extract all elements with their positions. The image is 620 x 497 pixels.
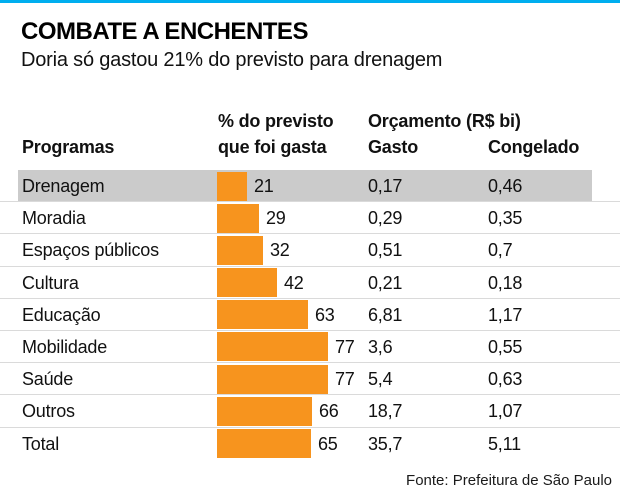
cell-gasto: 0,17 <box>368 176 403 196</box>
table-row: Cultura 42 0,21 0,18 <box>0 267 620 299</box>
table-row: Saúde 77 5,4 0,63 <box>0 363 620 396</box>
pct-value: 32 <box>270 240 290 261</box>
cell-congelado: 0,46 <box>488 176 523 196</box>
table-row: Educação 63 6,81 1,17 <box>0 299 620 331</box>
pct-value: 66 <box>319 401 339 422</box>
pct-value: 77 <box>335 336 355 357</box>
row-label: Espaços públicos <box>22 240 159 261</box>
table-row: Mobilidade 77 3,6 0,55 <box>0 331 620 364</box>
cell-congelado: 0,63 <box>488 369 523 390</box>
top-accent-rule <box>0 0 620 3</box>
col-header-pct-gasto: % do previsto que foi gasta <box>218 108 334 160</box>
table-row: Moradia 29 0,29 0,35 <box>0 202 620 235</box>
pct-bar <box>217 300 308 330</box>
cell-congelado: 0,35 <box>488 208 523 229</box>
pct-bar <box>217 364 328 394</box>
row-label: Drenagem <box>22 176 105 196</box>
pct-value: 63 <box>315 304 335 325</box>
col-header-pct-line1: % do previsto <box>218 111 334 131</box>
pct-bar <box>217 429 311 458</box>
pct-value: 77 <box>335 369 355 390</box>
pct-bar <box>217 235 263 265</box>
cell-gasto: 0,51 <box>368 240 403 261</box>
cell-gasto: 6,81 <box>368 304 403 325</box>
pct-bar <box>217 203 259 233</box>
cell-congelado: 0,7 <box>488 240 513 261</box>
col-header-gasto: Gasto <box>368 137 419 157</box>
pct-value: 29 <box>266 208 286 229</box>
cell-congelado: 5,11 <box>488 433 521 454</box>
cell-congelado: 0,55 <box>488 336 523 357</box>
col-header-congelado: Congelado <box>488 137 580 157</box>
row-label: Educação <box>22 304 101 325</box>
pct-bar <box>217 396 312 426</box>
source-note: Fonte: Prefeitura de São Paulo <box>406 472 612 489</box>
col-header-orcamento: Orçamento (R$ bi) <box>368 111 521 131</box>
pct-bar <box>217 268 277 298</box>
row-label: Cultura <box>22 272 79 293</box>
cell-gasto: 5,4 <box>368 369 393 390</box>
cell-congelado: 0,18 <box>488 272 523 293</box>
pct-value: 42 <box>284 272 304 293</box>
cell-gasto: 18,7 <box>368 401 403 422</box>
row-label: Moradia <box>22 208 86 229</box>
pct-value: 65 <box>318 433 338 454</box>
row-label: Total <box>22 433 60 454</box>
cell-gasto: 0,29 <box>368 208 403 229</box>
table-body: Drenagem 21 0,17 0,46 Moradia 29 0,29 0,35 Espaç… <box>0 170 620 460</box>
cell-congelado: 1,17 <box>488 304 523 325</box>
table-row: Drenagem 21 0,17 0,46 <box>0 170 620 203</box>
col-header-pct-line2: que foi gasta <box>218 137 327 157</box>
col-header-programas: Programas <box>22 137 115 157</box>
cell-gasto: 35,7 <box>368 433 403 454</box>
chart-subtitle: Doria só gastou 21% do previsto para dre… <box>21 49 443 71</box>
pct-value: 21 <box>254 176 274 196</box>
row-label: Saúde <box>22 369 74 390</box>
table-row: Outros 66 18,7 1,07 <box>0 395 620 428</box>
chart-title: COMBATE A ENCHENTES <box>21 18 308 45</box>
table-row: Total 65 35,7 5,11 <box>0 428 620 460</box>
row-label: Outros <box>22 401 75 422</box>
row-highlight-bg <box>18 170 592 202</box>
cell-congelado: 1,07 <box>488 401 523 422</box>
pct-bar <box>217 171 247 201</box>
pct-bar <box>217 332 328 362</box>
row-label: Mobilidade <box>22 336 108 357</box>
table-row: Espaços públicos 32 0,51 0,7 <box>0 234 620 267</box>
cell-gasto: 0,21 <box>368 272 403 293</box>
cell-gasto: 3,6 <box>368 336 393 357</box>
